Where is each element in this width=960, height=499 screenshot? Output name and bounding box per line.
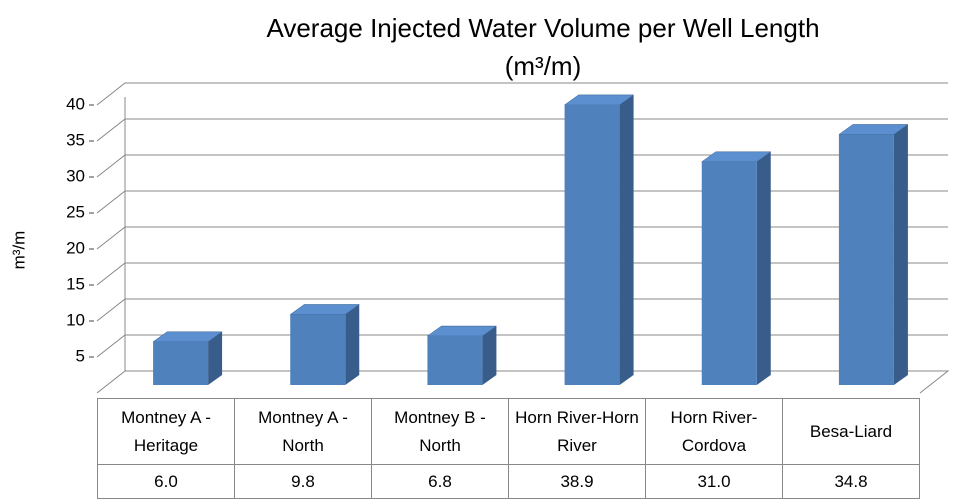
value-row: 6.0 9.8 6.8 38.9 31.0 34.8	[97, 464, 920, 499]
bar-side	[482, 326, 497, 385]
value-label: 9.8	[234, 464, 372, 499]
chart-title: Average Injected Water Volume per Well L…	[266, 13, 819, 43]
value-label: 38.9	[508, 464, 646, 499]
grid-line	[96, 262, 948, 286]
category-row: Montney A - Heritage Montney A - North Mon…	[97, 398, 920, 465]
bar	[701, 161, 757, 385]
bar-side	[345, 304, 360, 385]
value-label: 34.8	[782, 464, 920, 499]
value-label: 31.0	[645, 464, 783, 499]
floor	[96, 370, 950, 394]
y-tick-label: 10	[66, 310, 85, 329]
bar	[153, 341, 209, 385]
y-tick-label: 5	[76, 346, 85, 365]
grid-line	[96, 190, 948, 214]
chart-title: (m³/m)	[505, 51, 582, 81]
bar-side	[619, 94, 634, 386]
bar-side	[208, 331, 223, 385]
y-tick-label: 15	[66, 274, 85, 293]
bar	[564, 104, 620, 386]
y-tick-label: 35	[66, 130, 85, 149]
data-table: Montney A - Heritage Montney A - North Mon…	[97, 398, 920, 499]
y-tick-label: 40	[66, 94, 85, 113]
value-label: 6.0	[97, 464, 235, 499]
grid-line	[96, 118, 948, 142]
category-label: Besa-Liard	[782, 398, 920, 465]
grid-line	[96, 154, 948, 178]
grid-line	[96, 82, 948, 106]
y-tick-label: 25	[66, 202, 85, 221]
bar	[427, 336, 483, 385]
bar	[290, 314, 346, 385]
y-axis-label: m³/m	[9, 231, 28, 270]
grid-line	[96, 334, 948, 358]
category-label: Horn River-Horn River	[508, 398, 646, 465]
y-tick-label: 30	[66, 166, 85, 185]
grid-line	[96, 226, 948, 250]
category-label: Montney B - North	[371, 398, 509, 465]
bar	[838, 134, 894, 385]
category-label: Horn River-Cordova	[645, 398, 783, 465]
value-label: 6.8	[371, 464, 509, 499]
y-tick-label: 20	[66, 238, 85, 257]
bar-side	[893, 124, 908, 385]
category-label: Montney A - Heritage	[97, 398, 235, 465]
grid-line	[96, 298, 948, 322]
category-label: Montney A - North	[234, 398, 372, 465]
bar-side	[756, 151, 771, 385]
